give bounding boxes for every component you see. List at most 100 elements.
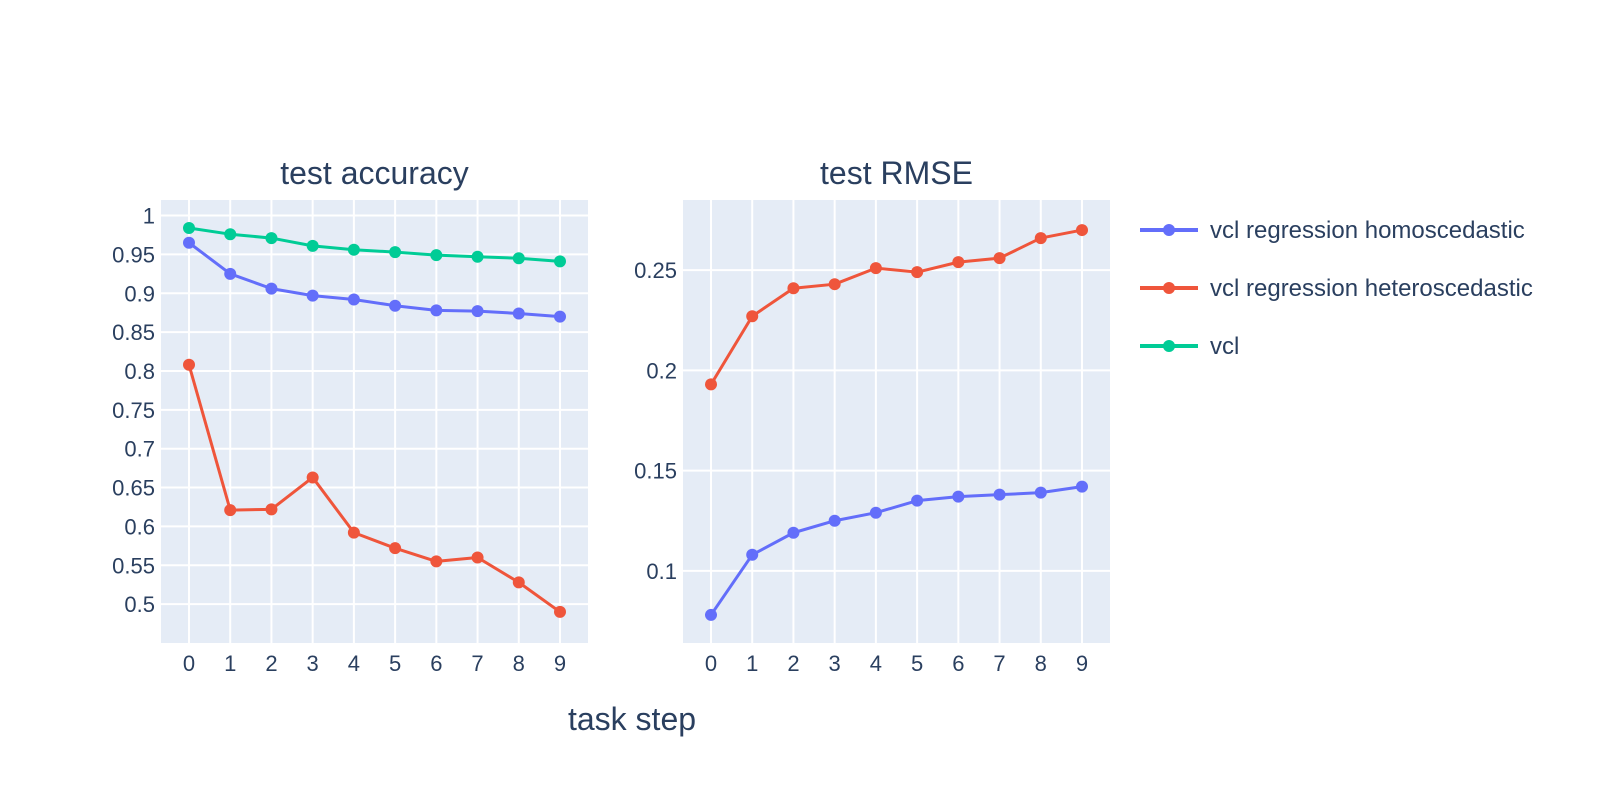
data-point[interactable] bbox=[471, 305, 484, 318]
data-point[interactable] bbox=[993, 252, 1006, 265]
data-point[interactable] bbox=[828, 278, 841, 291]
legend-marker-swatch bbox=[1163, 340, 1175, 352]
subplot-title: test RMSE bbox=[820, 155, 973, 191]
data-point[interactable] bbox=[512, 252, 525, 265]
data-point[interactable] bbox=[265, 503, 278, 516]
x-tick-label: 2 bbox=[787, 651, 799, 676]
x-tick-label: 9 bbox=[1076, 651, 1088, 676]
data-point[interactable] bbox=[430, 555, 443, 568]
y-tick-label: 0.75 bbox=[112, 398, 155, 423]
data-point[interactable] bbox=[430, 304, 443, 317]
data-point[interactable] bbox=[512, 307, 525, 320]
legend-label: vcl regression homoscedastic bbox=[1210, 217, 1525, 244]
data-point[interactable] bbox=[306, 239, 319, 252]
data-point[interactable] bbox=[183, 236, 195, 249]
y-tick-label: 0.55 bbox=[112, 553, 155, 578]
data-point[interactable] bbox=[1034, 232, 1047, 245]
data-point[interactable] bbox=[224, 504, 237, 517]
data-point[interactable] bbox=[993, 488, 1006, 501]
legend-label: vcl regression heteroscedastic bbox=[1210, 275, 1533, 302]
y-tick-label: 0.8 bbox=[124, 359, 155, 384]
y-tick-label: 0.25 bbox=[634, 258, 677, 283]
x-tick-label: 7 bbox=[471, 651, 483, 676]
data-point[interactable] bbox=[224, 267, 237, 280]
data-point[interactable] bbox=[554, 605, 566, 618]
legend[interactable]: vcl regression homoscedastic vcl regressi… bbox=[1140, 217, 1533, 360]
data-point[interactable] bbox=[1076, 480, 1088, 493]
data-point[interactable] bbox=[554, 310, 566, 323]
data-point[interactable] bbox=[787, 526, 800, 539]
series-line-vcl-regression-heteroscedastic[interactable] bbox=[709, 228, 1083, 386]
x-tick-label: 9 bbox=[554, 651, 566, 676]
data-point[interactable] bbox=[265, 282, 278, 295]
data-point[interactable] bbox=[347, 243, 360, 256]
legend-item[interactable]: vcl regression heteroscedastic bbox=[1140, 275, 1533, 302]
plot-area bbox=[161, 200, 588, 643]
x-tick-label: 8 bbox=[1035, 651, 1047, 676]
series-line-vcl-regression-homoscedastic[interactable] bbox=[188, 241, 561, 319]
data-point[interactable] bbox=[471, 250, 484, 263]
x-tick-label: 5 bbox=[389, 651, 401, 676]
legend-marker-swatch bbox=[1163, 224, 1175, 236]
data-point[interactable] bbox=[787, 282, 800, 295]
data-point[interactable] bbox=[265, 232, 278, 245]
x-axis-title: task step bbox=[568, 701, 696, 737]
legend-item[interactable]: vcl regression homoscedastic bbox=[1140, 217, 1525, 244]
data-point[interactable] bbox=[471, 551, 484, 564]
data-point[interactable] bbox=[952, 490, 965, 503]
data-point[interactable] bbox=[183, 358, 195, 371]
x-tick-label: 6 bbox=[952, 651, 964, 676]
y-tick-label: 1 bbox=[143, 204, 155, 229]
x-tick-label: 4 bbox=[348, 651, 360, 676]
legend-item[interactable]: vcl bbox=[1140, 333, 1239, 360]
data-point[interactable] bbox=[389, 299, 402, 312]
data-point[interactable] bbox=[306, 289, 319, 302]
y-tick-label: 0.6 bbox=[124, 514, 155, 539]
data-point[interactable] bbox=[389, 246, 402, 259]
data-point[interactable] bbox=[347, 526, 360, 539]
data-point[interactable] bbox=[430, 249, 443, 262]
series-line-vcl[interactable] bbox=[188, 226, 561, 263]
data-point[interactable] bbox=[512, 576, 525, 589]
y-tick-label: 0.2 bbox=[646, 358, 677, 383]
data-point[interactable] bbox=[746, 310, 759, 323]
data-point[interactable] bbox=[705, 608, 717, 621]
data-point[interactable] bbox=[705, 378, 717, 391]
x-tick-label: 7 bbox=[993, 651, 1005, 676]
data-point[interactable] bbox=[911, 266, 924, 279]
data-point[interactable] bbox=[869, 262, 882, 275]
series-line-vcl-regression-heteroscedastic[interactable] bbox=[187, 364, 561, 614]
y-tick-label: 0.5 bbox=[124, 592, 155, 617]
x-tick-label: 4 bbox=[870, 651, 882, 676]
rmse-subplot: 0 1 2 3 4 5 6 7 8 9 0.25 0.2 0.15 0.1 test RMSE bbox=[634, 155, 1110, 676]
data-point[interactable] bbox=[183, 221, 195, 234]
x-tick-label: 2 bbox=[265, 651, 277, 676]
data-point[interactable] bbox=[554, 255, 566, 268]
data-point[interactable] bbox=[1076, 224, 1088, 237]
data-point[interactable] bbox=[224, 228, 237, 241]
data-point[interactable] bbox=[952, 256, 965, 269]
x-tick-label: 6 bbox=[430, 651, 442, 676]
x-tick-label: 5 bbox=[911, 651, 923, 676]
legend-marker-swatch bbox=[1163, 282, 1175, 294]
data-point[interactable] bbox=[746, 548, 759, 561]
accuracy-subplot: 0 1 2 3 4 5 6 7 8 9 1 0.95 0.9 0.85 0.8 0.75 0.7 0.65 0.6 0… bbox=[112, 155, 588, 676]
y-tick-label: 0.65 bbox=[112, 476, 155, 501]
series-line-vcl-regression-homoscedastic[interactable] bbox=[709, 485, 1083, 616]
data-point[interactable] bbox=[911, 494, 924, 507]
x-tick-label: 3 bbox=[307, 651, 319, 676]
y-tick-label: 0.7 bbox=[124, 437, 155, 462]
data-point[interactable] bbox=[869, 506, 882, 519]
data-point[interactable] bbox=[389, 542, 402, 555]
y-tick-label: 0.1 bbox=[646, 559, 677, 584]
data-point[interactable] bbox=[1034, 486, 1047, 499]
data-point[interactable] bbox=[828, 514, 841, 527]
x-tick-label: 3 bbox=[829, 651, 841, 676]
legend-label: vcl bbox=[1210, 333, 1239, 360]
y-tick-label: 0.9 bbox=[124, 281, 155, 306]
data-point[interactable] bbox=[306, 471, 319, 484]
y-tick-label: 0.95 bbox=[112, 242, 155, 267]
x-tick-label: 1 bbox=[746, 651, 758, 676]
data-point[interactable] bbox=[347, 293, 360, 306]
